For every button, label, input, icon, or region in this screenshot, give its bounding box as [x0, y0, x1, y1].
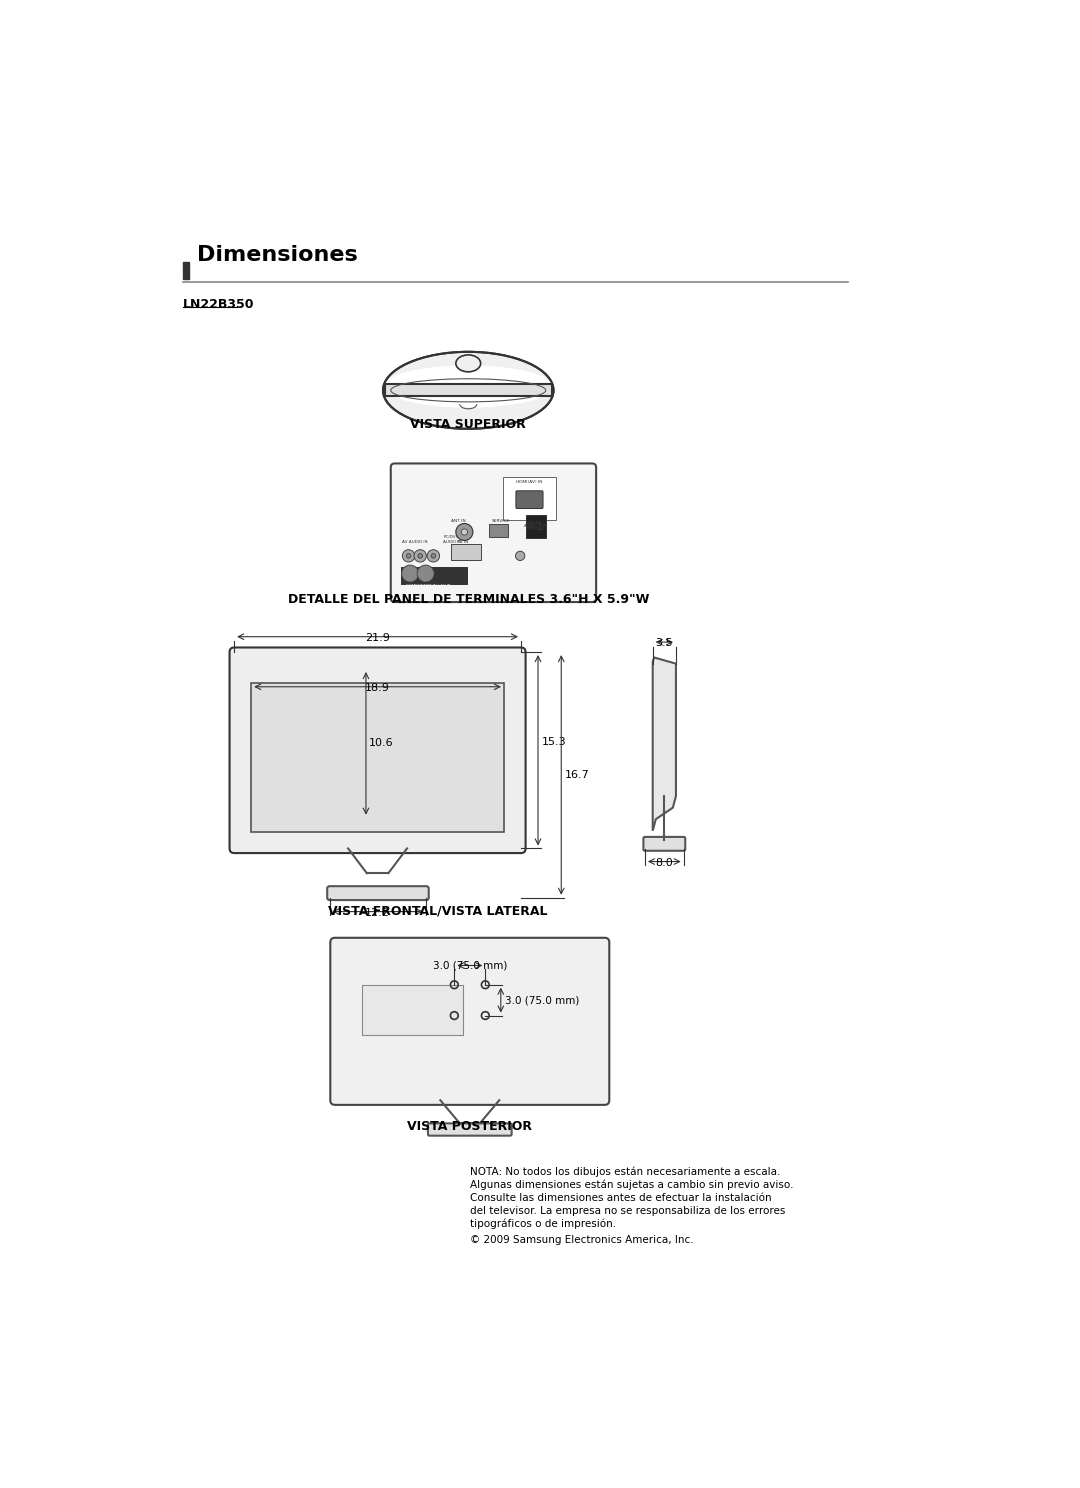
Bar: [252, 683, 504, 832]
FancyBboxPatch shape: [391, 463, 596, 603]
Text: 16.7: 16.7: [565, 769, 590, 780]
Text: PC/DVI
AUDIO IN: PC/DVI AUDIO IN: [444, 536, 462, 543]
Text: Consulte las dimensiones antes de efectuar la instalación: Consulte las dimensiones antes de efectu…: [470, 1193, 771, 1202]
FancyBboxPatch shape: [230, 647, 526, 853]
Text: 8.0: 8.0: [656, 857, 673, 868]
Text: 3.0 (75.0 mm): 3.0 (75.0 mm): [433, 961, 507, 970]
Text: Dimensiones: Dimensiones: [197, 246, 357, 265]
Text: NOTA: No todos los dibujos están necesariamente a escala.: NOTA: No todos los dibujos están necesar…: [470, 1167, 780, 1177]
Text: VISTA FRONTAL/VISTA LATERAL: VISTA FRONTAL/VISTA LATERAL: [327, 905, 546, 918]
Ellipse shape: [383, 365, 553, 408]
Circle shape: [418, 554, 422, 558]
Bar: [183, 262, 189, 278]
Bar: [384, 384, 552, 396]
Text: PC IN: PC IN: [457, 540, 468, 543]
Text: © 2009 Samsung Electronics America, Inc.: © 2009 Samsung Electronics America, Inc.: [470, 1235, 693, 1245]
Text: LN22B350: LN22B350: [183, 298, 255, 311]
Circle shape: [406, 554, 410, 558]
FancyBboxPatch shape: [516, 491, 543, 509]
Text: SERVICE: SERVICE: [491, 519, 510, 522]
Text: DETALLE DEL PANEL DE TERMINALES 3.6"H X 5.9"W: DETALLE DEL PANEL DE TERMINALES 3.6"H X …: [287, 592, 649, 606]
Circle shape: [515, 551, 525, 561]
Ellipse shape: [383, 351, 554, 429]
Text: 10.6: 10.6: [369, 738, 394, 748]
Text: Algunas dimensiones están sujetas a cambio sin previo aviso.: Algunas dimensiones están sujetas a camb…: [470, 1180, 794, 1190]
Text: 3.0 (75.0 mm): 3.0 (75.0 mm): [504, 995, 579, 1006]
Text: 3.5: 3.5: [656, 638, 673, 649]
FancyBboxPatch shape: [330, 937, 609, 1106]
FancyBboxPatch shape: [327, 887, 429, 900]
Text: 15.3: 15.3: [542, 737, 567, 747]
FancyBboxPatch shape: [428, 1123, 512, 1135]
Circle shape: [456, 524, 473, 540]
FancyBboxPatch shape: [644, 836, 685, 851]
Ellipse shape: [456, 356, 481, 372]
Text: COMPONENT IN / AV IN: COMPONENT IN / AV IN: [406, 585, 450, 588]
Circle shape: [414, 549, 427, 562]
Text: DIGITAL: DIGITAL: [528, 521, 543, 524]
Polygon shape: [652, 658, 676, 830]
Text: VISTA POSTERIOR: VISTA POSTERIOR: [407, 1120, 532, 1134]
Text: (OPTICAL): (OPTICAL): [526, 527, 545, 531]
Bar: [503, 478, 556, 519]
Circle shape: [402, 565, 419, 582]
Text: 18.9: 18.9: [365, 683, 390, 693]
Text: 21.9: 21.9: [365, 632, 390, 643]
Circle shape: [428, 549, 440, 562]
Text: AUDIO OUT: AUDIO OUT: [525, 524, 546, 528]
Text: HDMI(AV) IN: HDMI(AV) IN: [516, 479, 543, 484]
Bar: [401, 567, 467, 585]
Circle shape: [403, 549, 415, 562]
Bar: [451, 545, 481, 559]
Text: tipográficos o de impresión.: tipográficos o de impresión.: [470, 1219, 616, 1229]
Bar: [362, 985, 463, 1034]
Text: del televisor. La empresa no se responsabiliza de los errores: del televisor. La empresa no se responsa…: [470, 1205, 785, 1216]
Circle shape: [431, 554, 435, 558]
Text: VISTA SUPERIOR: VISTA SUPERIOR: [410, 418, 526, 432]
Text: AV AUDIO IN: AV AUDIO IN: [403, 540, 428, 543]
Text: 12.2: 12.2: [365, 908, 390, 918]
Text: ANT IN: ANT IN: [450, 519, 465, 522]
Bar: [489, 524, 508, 537]
Bar: [526, 515, 545, 539]
Circle shape: [417, 565, 434, 582]
Circle shape: [461, 528, 468, 536]
